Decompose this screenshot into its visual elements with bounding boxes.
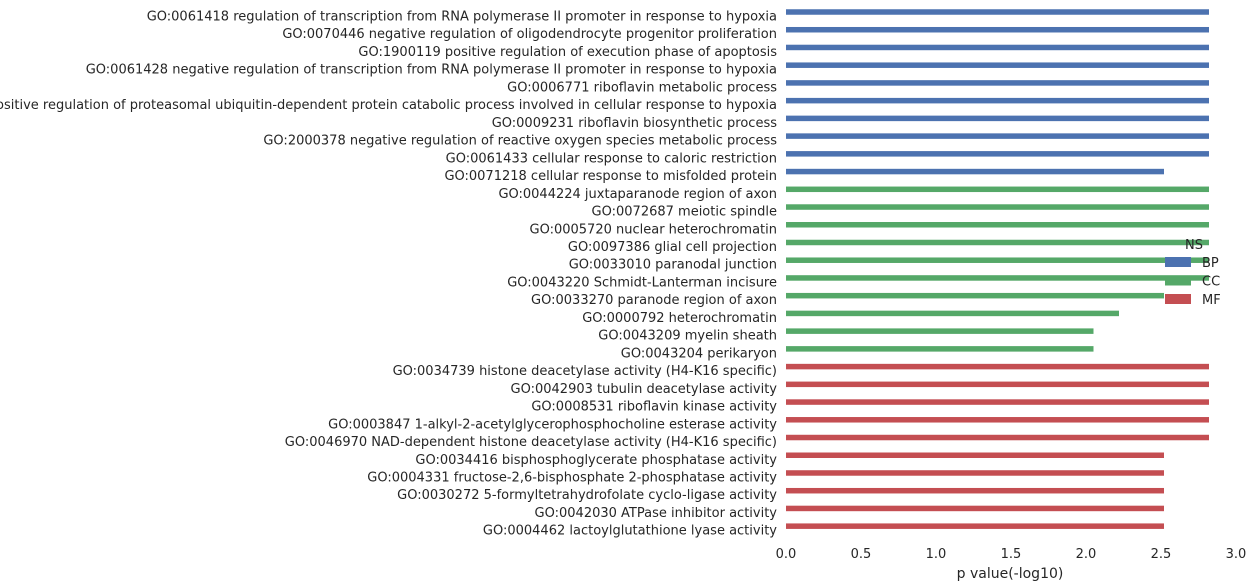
- category-label: GO:0071218 cellular response to misfolde…: [444, 169, 777, 184]
- bar: [786, 133, 1209, 139]
- category-label: GO:0003847 1-alkyl-2-acetylglycerophosph…: [328, 417, 777, 432]
- legend-swatch-cc: [1165, 275, 1191, 286]
- category-label: GO:0030272 5-formyltetrahydrofolate cycl…: [397, 488, 777, 503]
- category-label: GO:0042903 tubulin deacetylase activity: [511, 382, 778, 397]
- category-labels: GO:0061418 regulation of transcription f…: [0, 10, 777, 539]
- bar: [786, 381, 1209, 388]
- category-label: GO:0004462 lactoylglutathione lyase acti…: [483, 524, 777, 539]
- bar-layer: [786, 9, 1209, 529]
- category-label: GO:0061418 regulation of transcription f…: [147, 10, 777, 25]
- legend-label-mf: MF: [1202, 293, 1221, 308]
- bar: [786, 292, 1164, 299]
- bar: [786, 26, 1209, 33]
- bar: [786, 417, 1209, 423]
- bar: [786, 399, 1209, 405]
- bar: [786, 239, 1209, 246]
- category-label: GO:0061433 cellular response to caloric …: [446, 151, 777, 166]
- bar: [786, 186, 1209, 193]
- legend-label-cc: CC: [1202, 275, 1220, 290]
- x-axis-label: p value(-log10): [957, 566, 1064, 582]
- bar: [786, 151, 1209, 157]
- bar: [786, 257, 1209, 263]
- bar: [786, 505, 1164, 512]
- bar: [786, 222, 1209, 228]
- bar: [786, 363, 1209, 370]
- bar: [786, 97, 1209, 104]
- category-label: GO:1900119 positive regulation of execut…: [358, 45, 777, 60]
- x-tick-label: 3.0: [1226, 547, 1247, 562]
- bar: [786, 487, 1164, 494]
- category-label: GO:0044224 juxtaparanode region of axon: [498, 187, 777, 202]
- legend-label-bp: BP: [1202, 256, 1219, 271]
- category-label: GO:2000777 positive regulation of protea…: [0, 98, 777, 113]
- category-label: GO:0000792 heterochromatin: [582, 311, 777, 326]
- x-tick-label: 1.0: [926, 547, 947, 562]
- category-label: GO:0033010 paranodal junction: [569, 258, 777, 273]
- bar: [786, 9, 1209, 15]
- bar: [786, 80, 1209, 86]
- legend-title: NS: [1185, 238, 1203, 253]
- category-label: GO:0004331 fructose-2,6-bisphosphate 2-p…: [367, 470, 777, 485]
- category-label: GO:0005720 nuclear heterochromatin: [530, 222, 778, 237]
- x-tick-label: 0.0: [776, 547, 797, 562]
- category-label: GO:0043209 myelin sheath: [598, 329, 777, 344]
- bar: [786, 275, 1209, 281]
- category-label: GO:0009231 riboflavin biosynthetic proce…: [492, 116, 778, 131]
- category-label: GO:0070446 negative regulation of oligod…: [282, 27, 777, 42]
- bar: [786, 328, 1094, 334]
- category-label: GO:0043220 Schmidt-Lanterman incisure: [507, 275, 777, 290]
- legend-swatch-mf: [1165, 294, 1191, 304]
- legend-swatch-bp: [1165, 257, 1191, 267]
- bar: [786, 115, 1209, 122]
- x-tick-label: 2.5: [1151, 547, 1172, 562]
- category-label: GO:0034739 histone deacetylase activity …: [393, 364, 777, 379]
- category-label: GO:0008531 riboflavin kinase activity: [531, 400, 777, 415]
- bar: [786, 310, 1119, 317]
- legend: NS BP CC MF: [1165, 238, 1221, 308]
- x-tick-label: 1.5: [1001, 547, 1022, 562]
- category-label: GO:0097386 glial cell projection: [568, 240, 777, 255]
- bar: [786, 346, 1094, 352]
- bar: [786, 168, 1164, 175]
- category-label: GO:0006771 riboflavin metabolic process: [507, 80, 777, 95]
- x-tick-label: 2.0: [1076, 547, 1097, 562]
- bar: [786, 434, 1209, 441]
- category-label: GO:0034416 bisphosphoglycerate phosphata…: [415, 453, 777, 468]
- category-label: GO:0043204 perikaryon: [621, 346, 777, 361]
- category-label: GO:0072687 meiotic spindle: [592, 205, 777, 220]
- x-tick-label: 0.5: [851, 547, 872, 562]
- category-label: GO:0046970 NAD-dependent histone deacety…: [285, 435, 777, 450]
- bar: [786, 470, 1164, 476]
- bar: [786, 62, 1209, 68]
- category-label: GO:0042030 ATPase inhibitor activity: [535, 506, 778, 521]
- bar: [786, 204, 1209, 210]
- category-label: GO:0033270 paranode region of axon: [531, 293, 777, 308]
- x-axis-ticks: 0.0 0.5 1.0 1.5 2.0 2.5 3.0: [776, 547, 1247, 562]
- category-label: GO:0061428 negative regulation of transc…: [86, 63, 777, 78]
- bar: [786, 452, 1164, 458]
- category-label: GO:2000378 negative regulation of reacti…: [263, 134, 777, 149]
- bar: [786, 44, 1209, 51]
- bar: [786, 523, 1164, 529]
